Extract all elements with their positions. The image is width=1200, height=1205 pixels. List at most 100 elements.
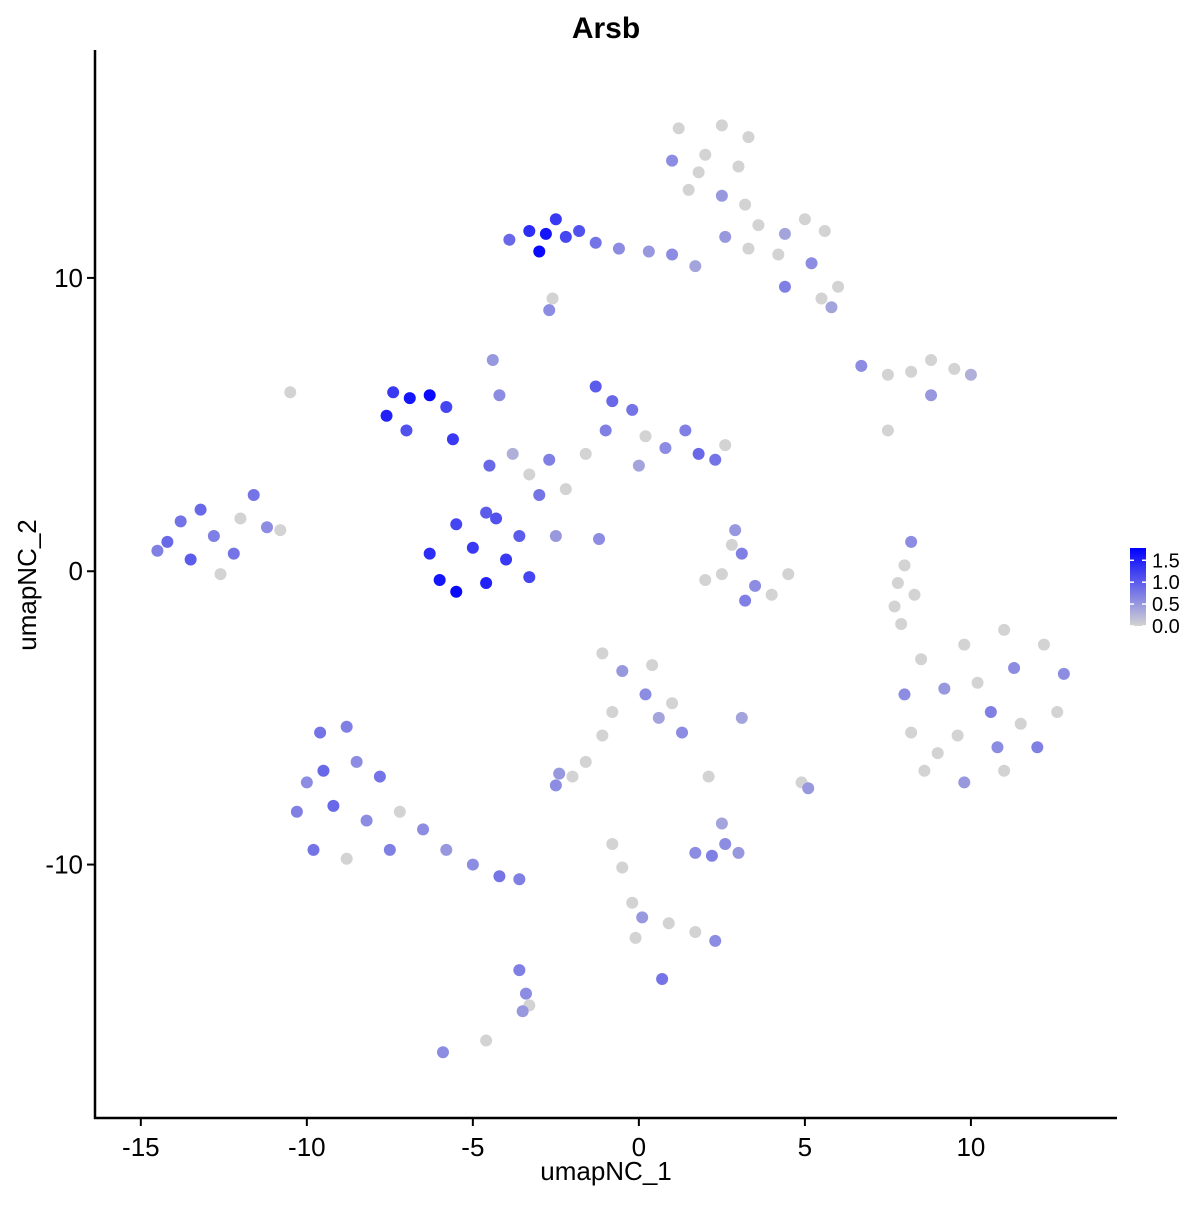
cell-point	[732, 846, 745, 859]
cell-point	[715, 817, 728, 830]
cell-point	[709, 453, 722, 466]
cell-point	[573, 224, 586, 237]
cell-point	[719, 838, 732, 851]
cell-point	[666, 154, 679, 167]
cell-point	[998, 764, 1011, 777]
cell-point	[1051, 706, 1064, 719]
cell-point	[327, 799, 340, 812]
cell-point	[493, 870, 506, 883]
cell-point	[516, 1005, 529, 1018]
cell-point	[778, 227, 791, 240]
cell-point	[692, 447, 705, 460]
cell-point	[400, 424, 413, 437]
cell-point	[652, 711, 665, 724]
cell-point	[898, 559, 911, 572]
cell-point	[958, 638, 971, 651]
cell-point	[523, 224, 536, 237]
cell-point	[739, 198, 752, 211]
cell-point	[483, 459, 496, 472]
cell-point	[616, 861, 629, 874]
cell-point	[174, 515, 187, 528]
colorbar-tick-label: 0.0	[1152, 616, 1180, 638]
cell-point	[629, 931, 642, 944]
cell-point	[523, 468, 536, 481]
cell-point	[380, 409, 393, 422]
cell-point	[699, 574, 712, 587]
x-tick-label: -5	[461, 1132, 484, 1162]
cell-point	[466, 858, 479, 871]
cell-point	[898, 688, 911, 701]
cell-point	[440, 400, 453, 413]
cell-point	[656, 972, 669, 985]
cell-point	[689, 846, 702, 859]
cell-point	[689, 260, 702, 273]
cell-point	[646, 659, 659, 672]
cell-point	[513, 530, 526, 543]
cell-point	[340, 852, 353, 865]
cell-point	[692, 166, 705, 179]
cell-point	[891, 576, 904, 589]
cell-point	[705, 849, 718, 862]
cell-point	[742, 131, 755, 144]
cell-point	[589, 236, 602, 249]
cell-point	[742, 242, 755, 255]
cell-point	[387, 386, 400, 399]
cell-point	[998, 623, 1011, 636]
cell-point	[905, 535, 918, 548]
cell-point	[599, 424, 612, 437]
cell-point	[350, 755, 363, 768]
cell-point	[908, 588, 921, 601]
cell-point	[543, 453, 556, 466]
cell-point	[493, 389, 506, 402]
cell-point	[802, 782, 815, 795]
cell-point	[593, 532, 606, 545]
cell-point	[606, 395, 619, 408]
cell-point	[589, 380, 602, 393]
cell-point	[918, 764, 931, 777]
cell-point	[533, 245, 546, 258]
cell-point	[486, 354, 499, 367]
cell-point	[227, 547, 240, 560]
cell-point	[825, 301, 838, 314]
cell-point	[1037, 638, 1050, 651]
x-tick-label: -15	[122, 1132, 160, 1162]
cell-point	[579, 447, 592, 460]
cell-point	[314, 726, 327, 739]
y-tick-label: 0	[69, 556, 83, 586]
cell-point	[881, 424, 894, 437]
cell-point	[632, 459, 645, 472]
x-tick-label: 0	[632, 1132, 646, 1162]
cell-point	[798, 213, 811, 226]
cell-point	[752, 219, 765, 232]
cell-point	[300, 776, 313, 789]
cell-point	[616, 664, 629, 677]
cell-point	[450, 585, 463, 598]
chart-title: Arsb	[572, 12, 640, 45]
colorbar-tick-label: 0.5	[1152, 594, 1180, 616]
cell-point	[393, 805, 406, 818]
cell-point	[480, 1034, 493, 1047]
cell-point	[672, 122, 685, 135]
cell-point	[905, 365, 918, 378]
cell-point	[1014, 717, 1027, 730]
cell-point	[735, 547, 748, 560]
cell-point	[207, 530, 220, 543]
cell-point	[958, 776, 971, 789]
x-tick-label: 10	[956, 1132, 985, 1162]
cell-point	[709, 934, 722, 947]
cell-point	[533, 488, 546, 501]
cell-point	[440, 843, 453, 856]
cell-point	[682, 183, 695, 196]
cell-point	[194, 503, 207, 516]
cell-point	[503, 233, 516, 246]
cell-point	[360, 814, 373, 827]
cell-point	[702, 770, 715, 783]
cell-point	[951, 729, 964, 742]
cell-point	[948, 362, 961, 375]
cell-point	[1031, 741, 1044, 754]
cell-point	[559, 483, 572, 496]
cell-point	[971, 676, 984, 689]
cell-point	[513, 964, 526, 977]
cell-point	[639, 430, 652, 443]
cell-point	[676, 726, 689, 739]
